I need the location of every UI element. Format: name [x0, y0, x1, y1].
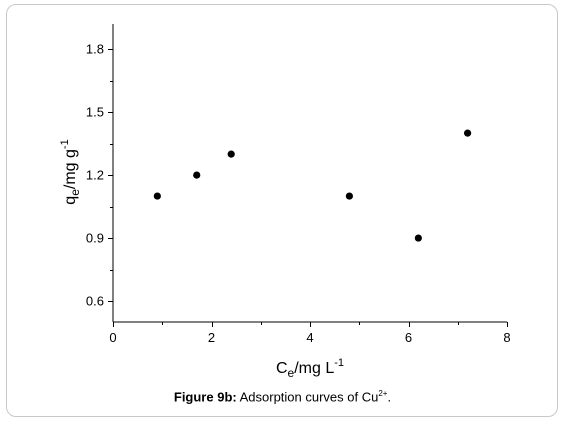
y-axis-label: qe/mg g-1: [59, 139, 82, 204]
axes: 0 2 4 6 8 0.6 0.9 1.2 1.5 1.8: [86, 24, 511, 345]
y-tick-label: 0.9: [86, 231, 104, 246]
y-tick-label: 1.5: [86, 105, 104, 120]
data-point: [227, 150, 235, 158]
x-tick-label: 4: [306, 330, 313, 345]
caption-label: Figure 9b:: [173, 389, 237, 405]
x-tick-label: 6: [405, 330, 412, 345]
x-axis-label: Ce/mg L-1: [276, 357, 344, 380]
caption-end: .: [387, 389, 392, 405]
y-tick-label: 1.2: [86, 168, 104, 183]
x-tick-label: 8: [503, 330, 510, 345]
y-tick-label: 0.6: [86, 294, 104, 309]
data-point: [193, 171, 201, 179]
data-point: [153, 192, 161, 200]
data-points: [153, 129, 472, 242]
y-tick-label: 1.8: [86, 42, 104, 57]
caption-superscript: 2+: [378, 389, 388, 398]
data-point: [345, 192, 353, 200]
x-tick-label: 2: [208, 330, 215, 345]
figure-caption: Figure 9b: Adsorption curves of Cu2+.: [0, 389, 565, 404]
figure-frame: [6, 4, 558, 417]
x-tick-label: 0: [109, 330, 116, 345]
data-point: [414, 234, 422, 242]
data-point: [464, 129, 472, 137]
caption-text: Adsorption curves of Cu: [236, 389, 379, 405]
